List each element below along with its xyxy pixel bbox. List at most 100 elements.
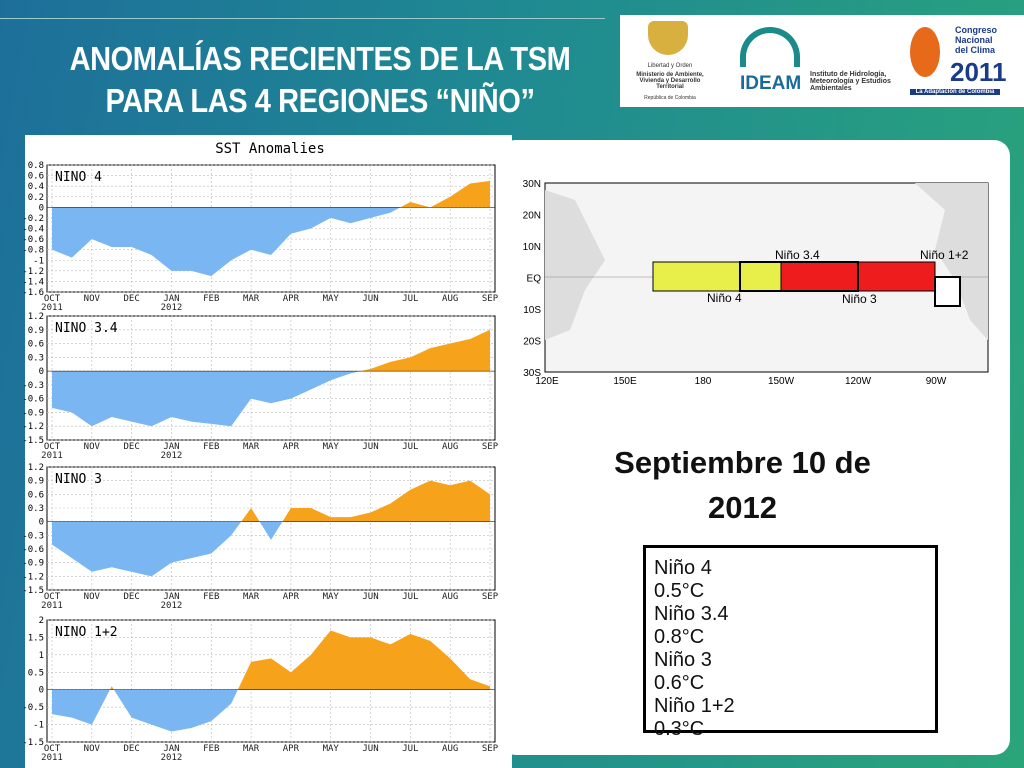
lat-label: 10S xyxy=(523,305,541,316)
anomaly-area xyxy=(52,329,490,427)
table-cell: 0.8°C xyxy=(654,626,705,648)
y-tick-label: 0.3 xyxy=(28,504,44,514)
lat-label: 10N xyxy=(523,242,541,253)
lat-label: EQ xyxy=(527,274,542,285)
y-tick-label: 0.4 xyxy=(28,182,44,192)
series-label: NINO 3 xyxy=(55,472,102,487)
congress-name: Congreso Nacional del Clima xyxy=(955,25,998,55)
anomaly-area xyxy=(52,630,490,732)
values-table xyxy=(643,545,938,733)
x-tick-label: MAY xyxy=(322,294,339,304)
x-tick-label: SEP xyxy=(481,442,499,452)
x-tick-label: NOV xyxy=(83,744,100,754)
lon-label: 120W xyxy=(845,376,872,387)
y-tick-label: 0 xyxy=(39,518,44,528)
rule xyxy=(0,18,605,19)
table-cell: Niño 3 xyxy=(654,649,712,671)
y-tick-label: -0.6 xyxy=(22,545,44,555)
country: República de Colombia xyxy=(644,95,696,101)
x-tick-label: NOV xyxy=(83,294,100,304)
y-tick-label: 0.6 xyxy=(28,172,44,182)
y-tick-label: -1 xyxy=(33,721,44,731)
anomaly-area xyxy=(52,480,490,577)
x-tick-label: JUN xyxy=(362,294,379,304)
table-cell: 0.6°C xyxy=(654,672,705,694)
region-label: Niño 1+2 xyxy=(920,248,969,262)
coat-of-arms xyxy=(648,21,688,55)
x-tick-label: SEP xyxy=(481,592,499,602)
y-tick-label: 0.3 xyxy=(28,353,44,363)
y-tick-label: -0.3 xyxy=(22,381,44,391)
x-tick-label: OCT 2011 xyxy=(41,744,63,763)
lon-label: 150E xyxy=(613,376,637,387)
table-row: Niño 1+2 0.3°C xyxy=(654,695,924,741)
x-tick-label: SEP xyxy=(481,294,499,304)
y-tick-label: 1.5 xyxy=(28,633,44,643)
ministry: Ministerio de Ambiente, Vivienda y Desar… xyxy=(636,72,704,90)
series-label: NINO 4 xyxy=(55,170,102,185)
congress-emblem xyxy=(910,27,940,77)
x-tick-label: FEB xyxy=(203,442,220,452)
x-tick-label: JUN xyxy=(362,592,379,602)
region-label: Niño 4 xyxy=(707,291,742,305)
lon-label: 180 xyxy=(695,376,712,387)
y-tick-label: -1.4 xyxy=(22,277,44,287)
y-tick-label: -0.2 xyxy=(22,214,44,224)
y-tick-label: 0.6 xyxy=(28,490,44,500)
y-tick-label: -0.3 xyxy=(22,531,44,541)
lon-label: 90W xyxy=(926,376,947,387)
x-tick-label: DEC xyxy=(123,294,140,304)
y-tick-label: 0.6 xyxy=(28,340,44,350)
x-tick-label: APR xyxy=(282,592,300,602)
y-tick-label: 0.9 xyxy=(28,326,44,336)
congress-tagline: La Adaptación de Colombia xyxy=(910,89,1000,95)
y-tick-label: 0.2 xyxy=(28,193,44,203)
y-tick-label: -0.6 xyxy=(22,395,44,405)
x-tick-label: APR xyxy=(282,442,300,452)
x-tick-label: MAR xyxy=(242,294,260,304)
lon-label: 120E xyxy=(535,376,559,387)
table-cell: Niño 1+2 xyxy=(654,695,735,717)
x-tick-label: SEP xyxy=(481,744,499,754)
table-row: Niño 3 0.6°C xyxy=(654,649,924,695)
region-label: Niño 3.4 xyxy=(775,248,820,262)
ideam-name: Instituto de Hidrología, Meteorología y … xyxy=(810,71,891,92)
y-tick-label: -1.5 xyxy=(22,586,44,596)
x-tick-label: AUG xyxy=(442,442,459,452)
table-cell: 0.5°C xyxy=(654,580,705,602)
x-tick-label: FEB xyxy=(203,592,220,602)
y-tick-label: -0.6 xyxy=(22,235,44,245)
date-line: 2012 xyxy=(708,490,777,525)
table-row: Niño 4 0.5°C xyxy=(654,557,924,603)
y-tick-label: -1.2 xyxy=(22,267,44,277)
anomaly-area xyxy=(52,180,490,277)
y-tick-label: -0.4 xyxy=(22,225,44,235)
x-tick-label: MAR xyxy=(242,442,260,452)
y-tick-label: 1.2 xyxy=(28,463,44,473)
y-tick-label: -1.5 xyxy=(22,436,44,446)
slide-title: ANOMALÍAS RECIENTES DE LA TSM xyxy=(69,40,571,77)
y-tick-label: 1 xyxy=(39,651,44,661)
y-tick-label: 0.5 xyxy=(28,668,44,678)
y-tick-label: -0.8 xyxy=(22,246,44,256)
series-label: NINO 1+2 xyxy=(55,625,118,640)
date-line: Septiembre 10 de xyxy=(614,445,871,480)
x-tick-label: JUL xyxy=(402,744,419,754)
y-tick-label: -1 xyxy=(33,256,44,266)
x-tick-label: AUG xyxy=(442,592,459,602)
x-tick-label: JAN 2012 xyxy=(160,442,183,461)
table-cell: Niño 4 xyxy=(654,557,712,579)
x-tick-label: JUL xyxy=(402,442,419,452)
x-tick-label: JUL xyxy=(402,592,419,602)
lat-label: 30S xyxy=(523,368,541,379)
land xyxy=(545,190,605,340)
logo-bar: Libertad y Orden Ministerio de Ambiente,… xyxy=(620,15,1024,107)
x-tick-label: OCT 2011 xyxy=(41,592,63,611)
y-tick-label: 0 xyxy=(39,203,44,213)
chart-title: SST Anomalies xyxy=(215,141,325,157)
x-tick-label: OCT 2011 xyxy=(41,442,63,461)
slide-title: PARA LAS 4 REGIONES “NIÑO” xyxy=(105,82,535,119)
nino12-region xyxy=(934,276,961,307)
